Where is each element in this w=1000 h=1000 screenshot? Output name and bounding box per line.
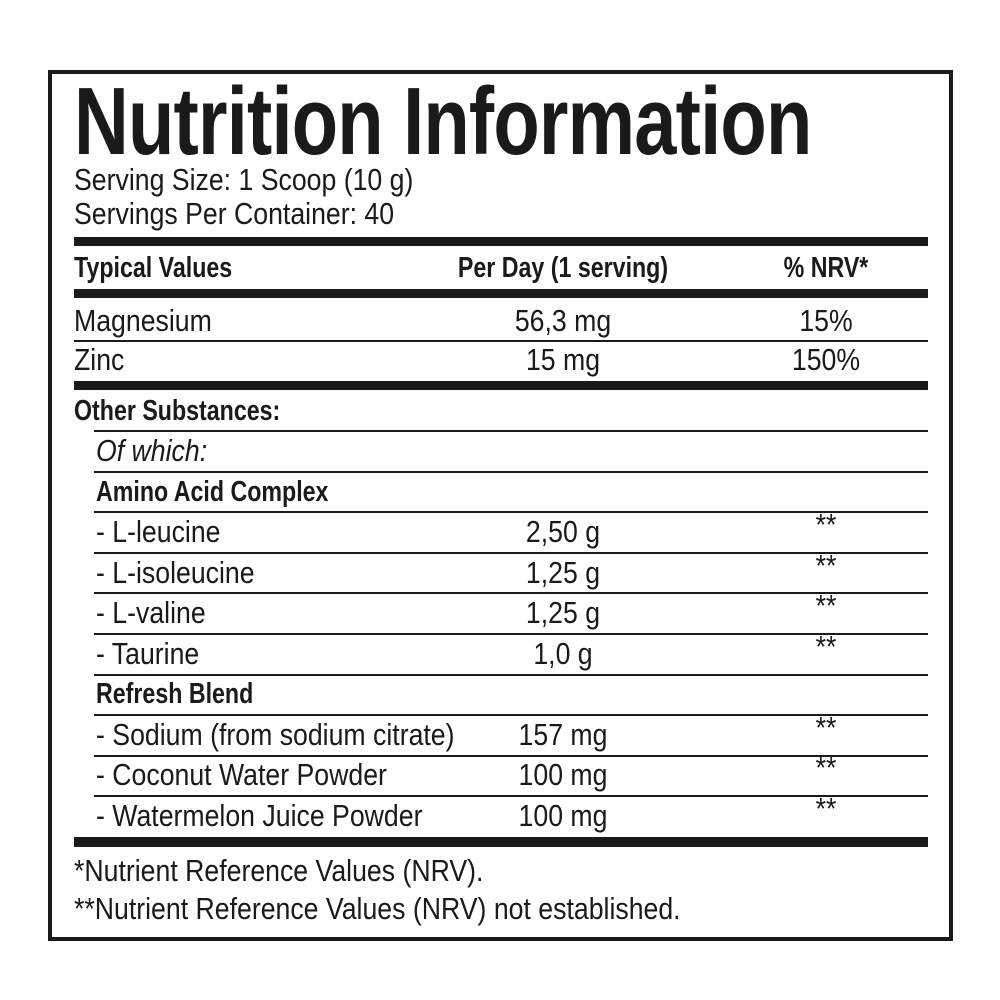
of-which-label: Of which:	[96, 433, 208, 468]
row-name: Magnesium	[74, 303, 212, 338]
row-name: - Coconut Water Powder	[96, 757, 387, 792]
footnote-nrv: *Nutrient Reference Values (NRV).	[74, 853, 484, 888]
footnote-nrv-not-established: **Nutrient Reference Values (NRV) not es…	[74, 891, 681, 926]
divider	[94, 714, 928, 716]
divider	[94, 592, 928, 594]
row-amount: 100 mg	[518, 798, 608, 833]
divider	[74, 837, 928, 847]
row-nrv: **	[815, 710, 837, 745]
header-per-day: Per Day (1 serving)	[457, 252, 669, 284]
row-nrv: **	[815, 548, 837, 583]
divider	[74, 237, 928, 246]
row-nrv: 150%	[791, 342, 861, 377]
row-amount: 56,3 mg	[514, 303, 612, 338]
divider	[74, 381, 928, 390]
amino-heading: Amino Acid Complex	[96, 476, 329, 508]
row-amount: 15 mg	[525, 342, 601, 377]
row-amount: 2,50 g	[525, 514, 601, 549]
row-nrv: **	[815, 629, 837, 664]
servings-per-container: Servings Per Container: 40	[74, 196, 395, 231]
divider	[94, 755, 928, 757]
header-typical-values: Typical Values	[74, 252, 233, 284]
divider	[94, 552, 928, 554]
divider	[94, 430, 928, 432]
divider	[74, 340, 928, 342]
row-amount: 1,0 g	[533, 636, 593, 671]
row-name: - Taurine	[96, 636, 200, 671]
row-name: - L-valine	[96, 595, 206, 630]
label-border	[48, 70, 953, 941]
divider	[94, 633, 928, 635]
header-nrv: % NRV*	[783, 252, 869, 284]
row-nrv: 15%	[799, 303, 853, 338]
row-nrv: **	[815, 507, 837, 542]
divider	[94, 795, 928, 797]
serving-size: Serving Size: 1 Scoop (10 g)	[74, 162, 414, 197]
row-amount: 157 mg	[518, 717, 608, 752]
row-nrv: **	[815, 791, 837, 826]
row-name: - L-leucine	[96, 514, 221, 549]
divider	[94, 511, 928, 513]
divider	[74, 289, 928, 298]
row-nrv: **	[815, 750, 837, 785]
row-name: - Watermelon Juice Powder	[96, 798, 423, 833]
row-amount: 100 mg	[518, 757, 608, 792]
row-name: Zinc	[74, 342, 125, 377]
refresh-heading: Refresh Blend	[96, 678, 254, 710]
row-name: - L-isoleucine	[96, 555, 255, 590]
row-amount: 1,25 g	[525, 595, 601, 630]
other-substances-heading: Other Substances:	[74, 395, 281, 427]
row-name: - Sodium (from sodium citrate)	[96, 717, 455, 752]
page-title: Nutrition Information	[74, 68, 812, 175]
row-nrv: **	[815, 588, 837, 623]
divider	[94, 674, 928, 676]
row-amount: 1,25 g	[525, 555, 601, 590]
divider	[94, 471, 928, 473]
